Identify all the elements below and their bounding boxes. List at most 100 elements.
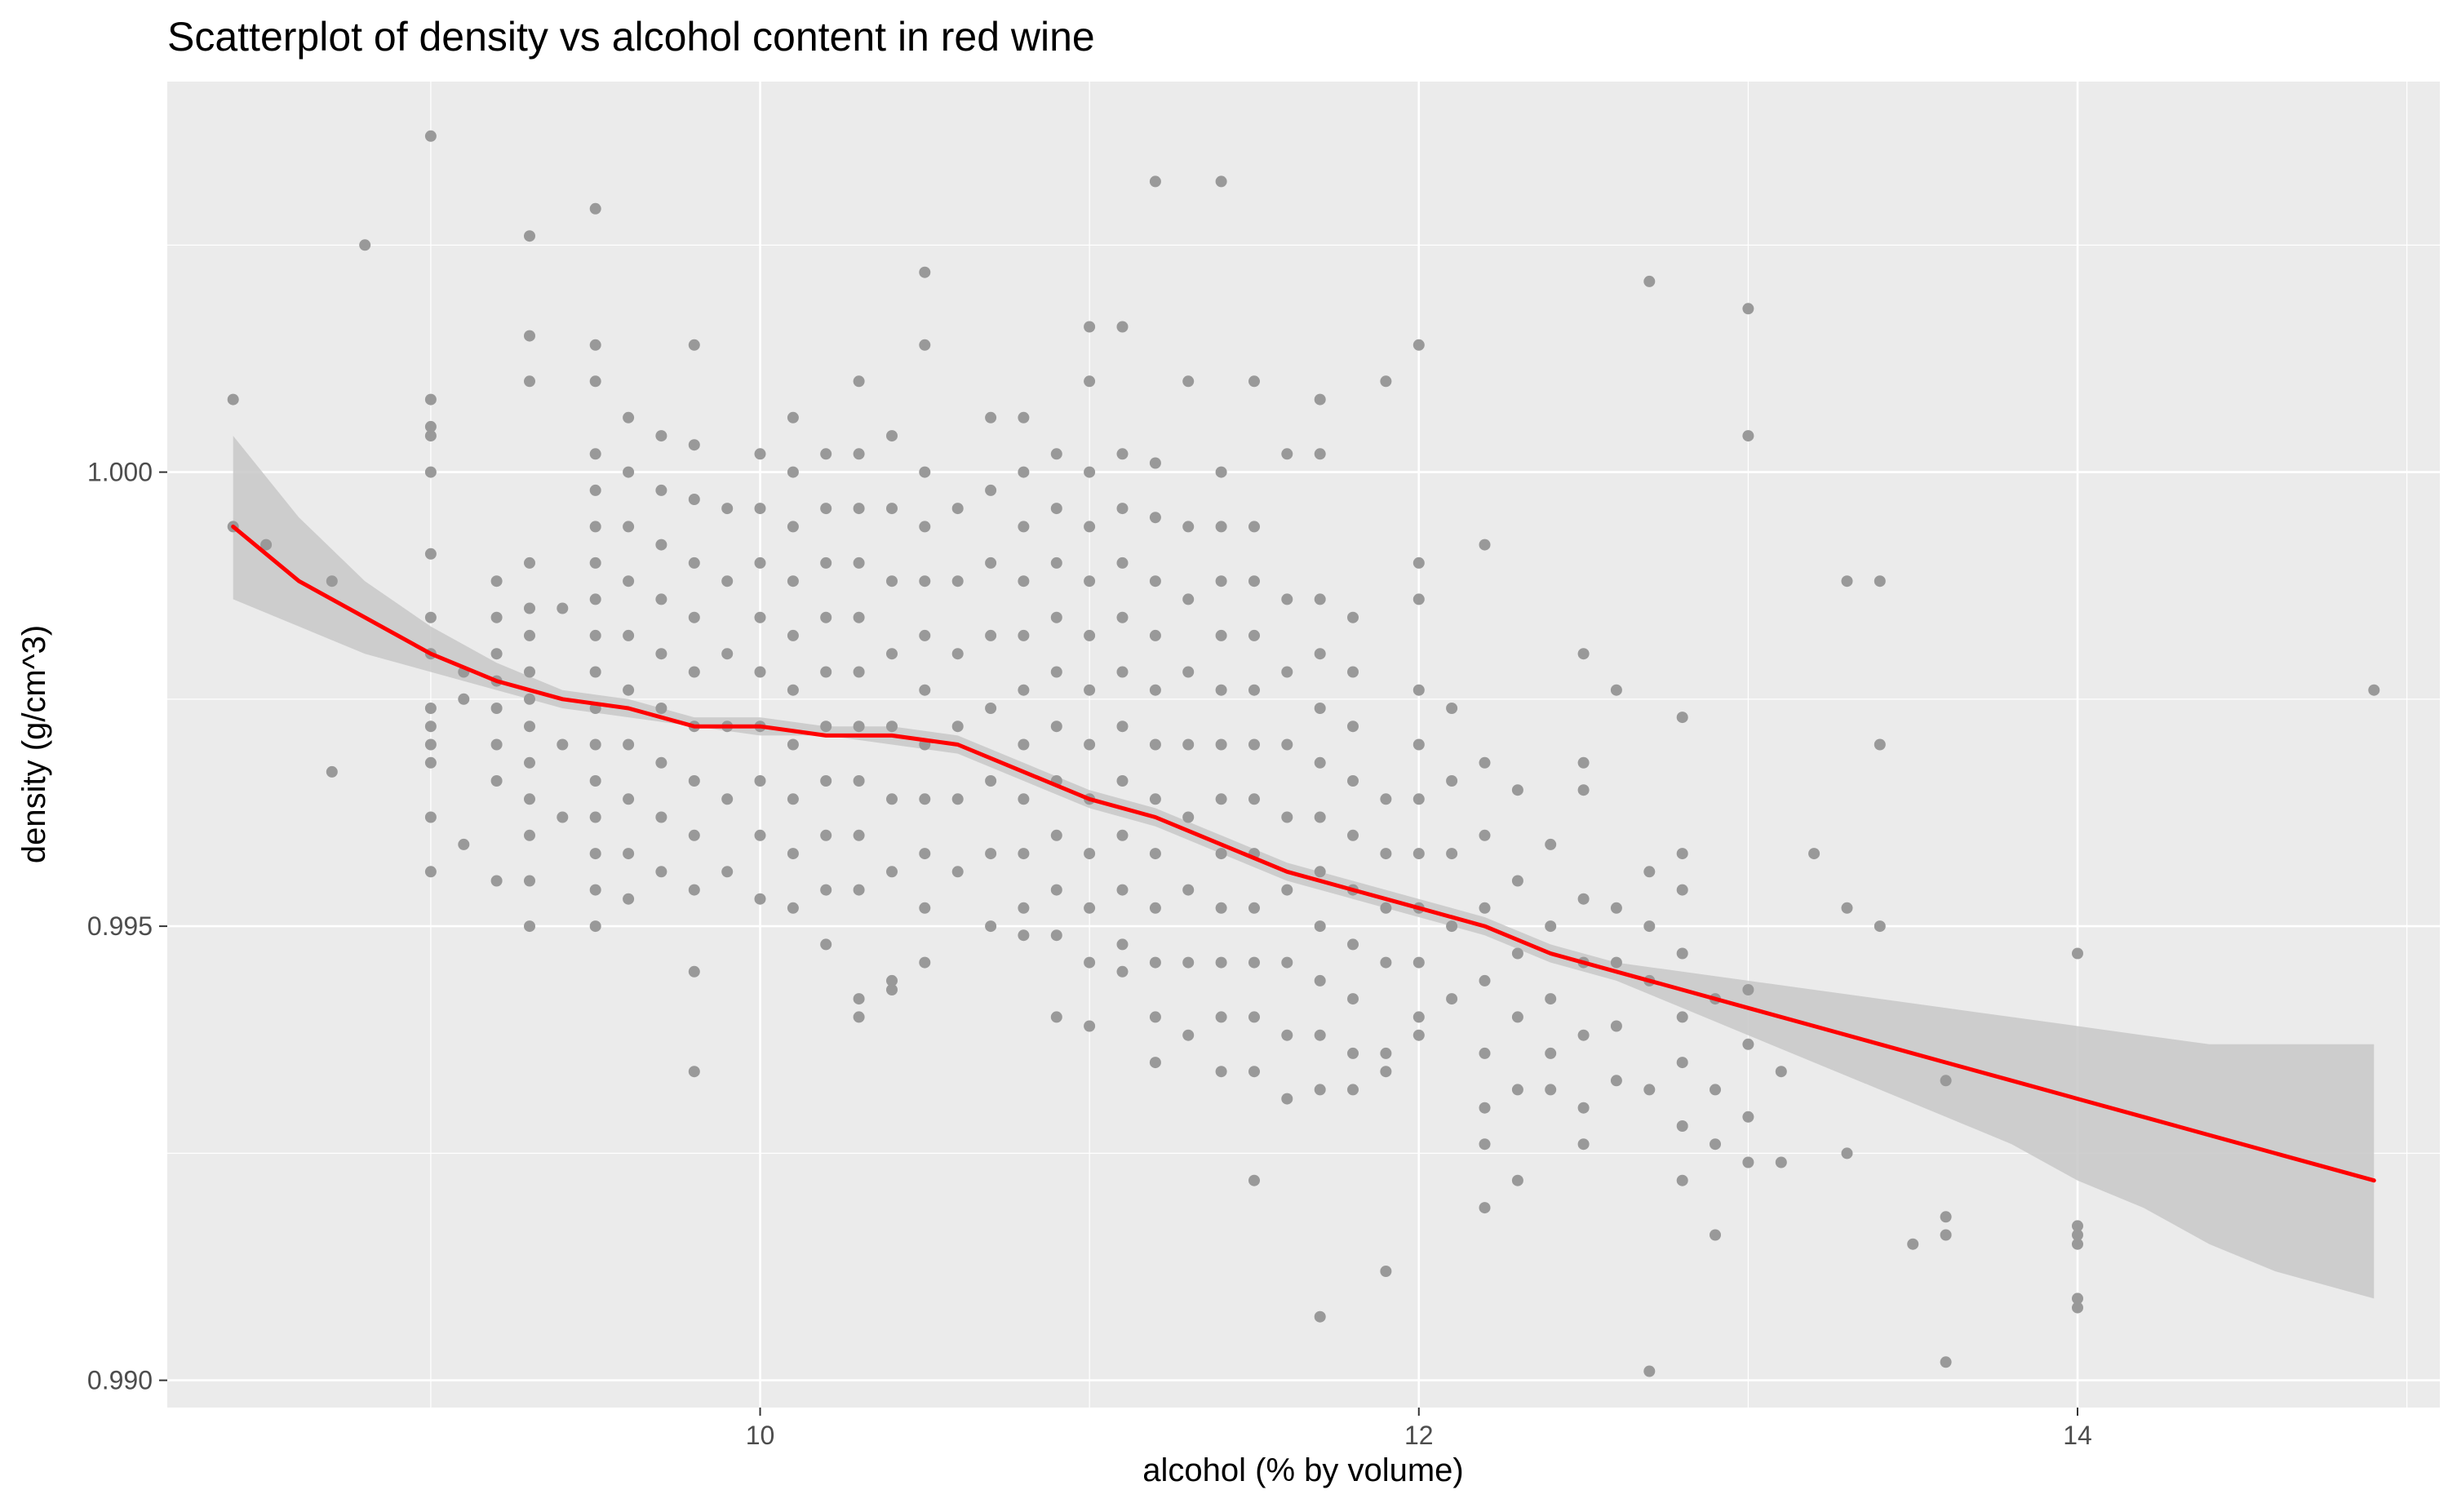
data-point (1215, 175, 1227, 188)
data-point (1182, 521, 1195, 533)
data-point (853, 666, 865, 678)
data-point (688, 556, 700, 569)
data-point (787, 466, 799, 478)
data-point (524, 721, 535, 733)
data-point (557, 602, 569, 614)
data-point (1940, 1211, 1952, 1223)
data-point (1281, 448, 1293, 460)
data-point (853, 556, 865, 569)
data-point (1446, 993, 1458, 1005)
data-point (985, 411, 997, 423)
data-point (1281, 811, 1293, 823)
data-point (623, 848, 635, 860)
data-point (951, 866, 964, 878)
data-point (1940, 1075, 1952, 1087)
data-point (820, 829, 832, 841)
data-point (589, 811, 601, 823)
data-point (424, 811, 437, 823)
data-point (1412, 793, 1425, 805)
data-point (1248, 1174, 1260, 1186)
data-point (1050, 829, 1062, 841)
data-point (655, 593, 667, 605)
data-point (1610, 956, 1622, 969)
data-point (787, 521, 799, 533)
data-point (524, 666, 535, 678)
data-point (1084, 521, 1096, 533)
data-point (1018, 629, 1030, 641)
data-points (227, 130, 2380, 1377)
data-point (1412, 556, 1425, 569)
data-point (721, 575, 734, 588)
data-point (1281, 884, 1293, 896)
data-point (1215, 629, 1227, 641)
data-point (1742, 1038, 1754, 1050)
data-point (655, 703, 667, 714)
data-point (2072, 1229, 2083, 1241)
data-point (1610, 684, 1622, 696)
data-point (1412, 848, 1425, 860)
data-point (951, 575, 964, 588)
data-point (524, 875, 535, 887)
data-point (951, 793, 964, 805)
data-point (1545, 920, 1557, 933)
data-point (1479, 829, 1491, 841)
data-point (1347, 993, 1359, 1005)
data-point (985, 848, 997, 860)
data-point (424, 721, 437, 733)
data-point (1281, 666, 1293, 678)
data-point (623, 684, 635, 696)
data-point (1412, 339, 1425, 351)
data-point (490, 738, 503, 751)
data-point (1511, 1084, 1523, 1096)
data-point (754, 666, 766, 678)
data-point (1281, 593, 1293, 605)
data-point (623, 893, 635, 905)
data-point (1050, 884, 1062, 896)
data-point (1248, 956, 1260, 969)
data-point (1874, 738, 1886, 751)
data-point (754, 448, 766, 460)
data-point (1841, 1147, 1853, 1159)
data-point (623, 575, 635, 588)
data-point (688, 339, 700, 351)
data-point (1149, 684, 1161, 696)
data-point (1577, 1029, 1590, 1041)
data-point (458, 693, 470, 705)
data-point (1907, 1238, 1919, 1250)
data-point (688, 884, 700, 896)
data-point (1314, 920, 1326, 933)
data-point (820, 503, 832, 515)
data-point (1314, 1029, 1326, 1041)
data-point (623, 738, 635, 751)
data-point (589, 448, 601, 460)
data-point (1084, 629, 1096, 641)
data-point (1314, 1084, 1326, 1096)
data-point (424, 430, 437, 442)
data-point (490, 611, 503, 623)
data-point (524, 756, 535, 769)
data-point (1050, 929, 1062, 942)
data-point (2072, 1220, 2083, 1232)
data-point (688, 1066, 700, 1078)
data-point (1248, 1066, 1260, 1078)
data-point (1248, 1011, 1260, 1023)
data-point (787, 738, 799, 751)
data-point (754, 893, 766, 905)
data-point (1347, 666, 1359, 678)
data-point (886, 503, 898, 515)
data-point (1215, 738, 1227, 751)
plot-panel (167, 82, 2440, 1408)
data-point (853, 375, 865, 388)
data-point (1742, 303, 1754, 315)
data-point (589, 202, 601, 215)
data-point (1215, 1066, 1227, 1078)
data-point (853, 884, 865, 896)
data-point (787, 793, 799, 805)
data-point (1182, 811, 1195, 823)
data-point (458, 838, 470, 850)
data-point (655, 811, 667, 823)
data-point (1874, 920, 1886, 933)
data-point (1314, 866, 1326, 878)
data-point (1511, 947, 1523, 960)
data-point (326, 575, 338, 588)
